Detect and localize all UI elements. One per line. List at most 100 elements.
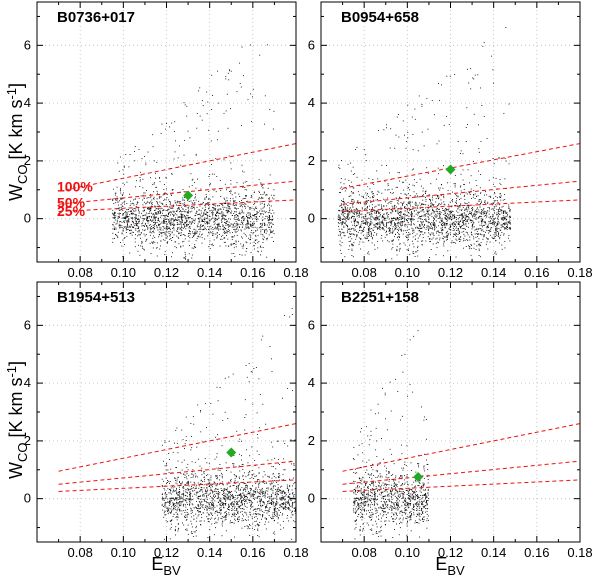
- scatter-point: [186, 466, 188, 468]
- scatter-point: [447, 190, 449, 191]
- scatter-point: [396, 218, 398, 220]
- scatter-point: [125, 213, 127, 215]
- scatter-point: [458, 222, 460, 224]
- scatter-point: [397, 211, 399, 213]
- scatter-point: [114, 215, 116, 217]
- scatter-point: [348, 248, 350, 250]
- scatter-point: [189, 494, 191, 496]
- y-tick-label: 6: [308, 37, 315, 52]
- scatter-point: [385, 201, 387, 203]
- scatter-point: [234, 216, 236, 218]
- scatter-point: [154, 219, 156, 221]
- scatter-point: [447, 234, 449, 236]
- scatter-point: [127, 219, 129, 221]
- scatter-point: [404, 213, 406, 215]
- scatter-point: [196, 206, 198, 208]
- scatter-point: [199, 217, 201, 219]
- scatter-point: [502, 199, 504, 201]
- scatter-point: [501, 225, 503, 227]
- scatter-point: [224, 215, 226, 217]
- scatter-point: [463, 228, 465, 230]
- scatter-point: [456, 215, 458, 216]
- scatter-point: [138, 197, 140, 199]
- scatter-point: [231, 226, 233, 228]
- scatter-point: [156, 186, 158, 188]
- scatter-point: [375, 217, 376, 219]
- scatter-point: [375, 213, 377, 215]
- scatter-point: [433, 227, 435, 229]
- scatter-point: [254, 240, 256, 242]
- scatter-point: [342, 231, 344, 233]
- scatter-point: [376, 170, 378, 172]
- scatter-point: [413, 191, 415, 193]
- scatter-point: [185, 514, 187, 516]
- scatter-point: [508, 221, 510, 223]
- scatter-point: [414, 256, 416, 258]
- scatter-point: [459, 214, 461, 216]
- scatter-point: [247, 200, 249, 202]
- scatter-point: [450, 225, 452, 227]
- scatter-point: [253, 245, 255, 247]
- scatter-point: [486, 226, 488, 228]
- scatter-point: [171, 173, 173, 174]
- scatter-point: [174, 499, 175, 501]
- scatter-point: [163, 499, 165, 501]
- scatter-point: [375, 199, 377, 201]
- x-tick-label: 0.08: [68, 265, 93, 280]
- scatter-point: [203, 213, 204, 215]
- scatter-point: [504, 218, 505, 220]
- scatter-point: [257, 242, 259, 244]
- scatter-point: [391, 218, 393, 220]
- scatter-point: [339, 235, 341, 237]
- scatter-point: [122, 229, 124, 231]
- scatter-point: [467, 219, 469, 221]
- scatter-point: [453, 216, 455, 218]
- scatter-point: [378, 222, 380, 224]
- scatter-point: [236, 230, 238, 232]
- scatter-point: [373, 199, 375, 201]
- scatter-point: [140, 232, 142, 234]
- scatter-point: [194, 231, 196, 233]
- scatter-point: [353, 187, 355, 189]
- scatter-point: [214, 208, 216, 210]
- scatter-point: [423, 196, 425, 198]
- scatter-point: [166, 218, 168, 220]
- scatter-point: [387, 216, 389, 218]
- scatter-point: [221, 212, 223, 214]
- scatter-point: [485, 216, 487, 218]
- scatter-point: [370, 234, 372, 235]
- scatter-point: [492, 207, 494, 209]
- scatter-point: [163, 184, 165, 185]
- scatter-point: [178, 226, 180, 228]
- scatter-point: [240, 205, 242, 207]
- scatter-point: [202, 229, 204, 230]
- scatter-point: [415, 227, 416, 229]
- scatter-point: [134, 198, 136, 200]
- scatter-point: [417, 195, 418, 197]
- scatter-point: [407, 248, 409, 250]
- scatter-point: [230, 243, 232, 245]
- scatter-point: [195, 247, 197, 248]
- scatter-point: [154, 205, 156, 207]
- scatter-point: [223, 231, 225, 232]
- scatter-point: [155, 213, 157, 215]
- scatter-point: [486, 241, 488, 243]
- scatter-point: [115, 199, 116, 201]
- scatter-point: [228, 226, 229, 228]
- scatter-point: [253, 241, 255, 243]
- scatter-point: [474, 210, 476, 212]
- scatter-point: [480, 209, 482, 211]
- scatter-point: [188, 498, 190, 500]
- scatter-point: [400, 215, 402, 217]
- scatter-point: [176, 508, 178, 510]
- scatter-point: [224, 221, 226, 223]
- scatter-point: [195, 475, 197, 477]
- scatter-point: [121, 209, 123, 211]
- scatter-point: [490, 195, 491, 197]
- scatter-point: [477, 195, 479, 197]
- scatter-point: [243, 245, 245, 247]
- scatter-point: [392, 247, 394, 249]
- scatter-point: [152, 220, 154, 222]
- scatter-point: [176, 516, 178, 518]
- scatter-point: [177, 516, 179, 518]
